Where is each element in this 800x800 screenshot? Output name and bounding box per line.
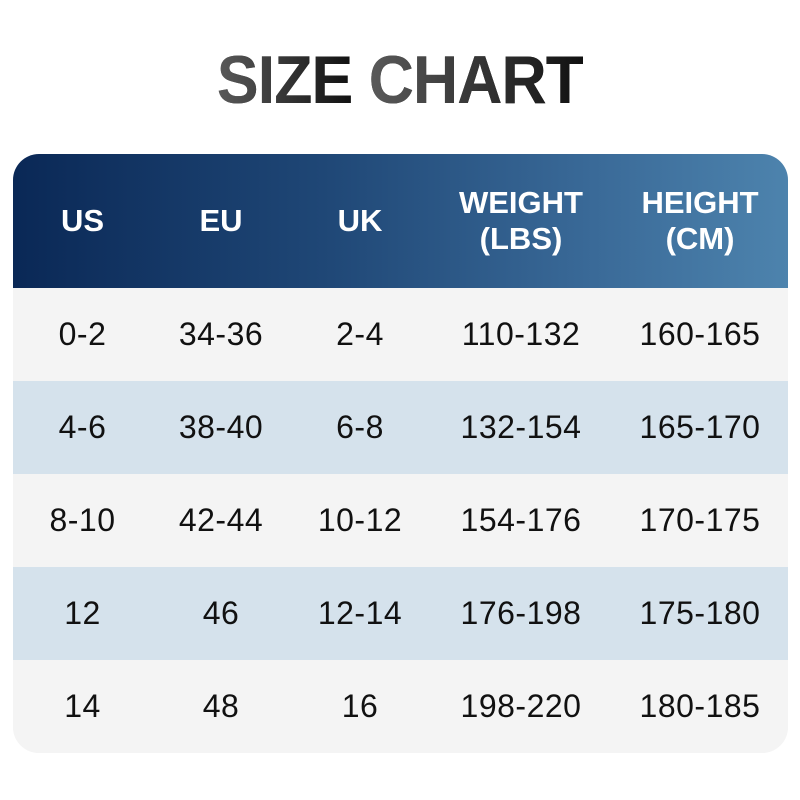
cell-weight: 176-198 (460, 595, 582, 631)
cell-us: 4-6 (58, 409, 107, 445)
cell-us: 12 (64, 595, 101, 631)
cell-us: 14 (64, 688, 101, 724)
header-height: HEIGHT (CM) (612, 154, 788, 288)
size-chart-table: US EU UK WEIGHT (LBS) HEIGHT (CM) 0-2 34-36… (13, 154, 788, 753)
header-label: US (60, 203, 105, 238)
page-title: SIZE CHART (0, 40, 800, 120)
title-size: SIZE (216, 42, 353, 118)
header-weight: WEIGHT (LBS) (430, 154, 612, 288)
cell-eu: 42-44 (178, 502, 264, 538)
header-eu: EU (152, 154, 290, 288)
title-chart: CHART (368, 42, 584, 118)
cell-weight: 198-220 (460, 688, 582, 724)
header-label: WEIGHT (459, 185, 583, 220)
cell-uk: 16 (341, 688, 379, 724)
cell-weight: 154-176 (460, 502, 582, 538)
table-row: 4-6 38-40 6-8 132-154 165-170 (13, 381, 788, 474)
cell-uk: 10-12 (317, 502, 403, 538)
header-unit: (CM) (665, 221, 735, 256)
cell-height: 165-170 (639, 409, 761, 445)
cell-eu: 34-36 (178, 316, 264, 352)
table-row: 12 46 12-14 176-198 175-180 (13, 567, 788, 660)
header-us: US (13, 154, 152, 288)
cell-us: 8-10 (49, 502, 116, 538)
table-row: 8-10 42-44 10-12 154-176 170-175 (13, 474, 788, 567)
cell-uk: 2-4 (336, 316, 384, 352)
cell-uk: 6-8 (336, 409, 384, 445)
header-unit: (LBS) (479, 221, 563, 256)
header-uk: UK (290, 154, 430, 288)
header-label: EU (199, 203, 243, 238)
cell-height: 175-180 (639, 595, 761, 631)
cell-eu: 46 (202, 595, 240, 631)
cell-eu: 48 (202, 688, 240, 724)
header-label: UK (337, 203, 383, 238)
table-row: 0-2 34-36 2-4 110-132 160-165 (13, 288, 788, 381)
table-row: 14 48 16 198-220 180-185 (13, 660, 788, 753)
cell-us: 0-2 (58, 316, 107, 352)
cell-weight: 132-154 (460, 409, 582, 445)
cell-height: 170-175 (639, 502, 761, 538)
cell-uk: 12-14 (317, 595, 403, 631)
header-label: HEIGHT (641, 185, 759, 220)
cell-eu: 38-40 (178, 409, 264, 445)
cell-height: 160-165 (639, 316, 761, 352)
cell-weight: 110-132 (461, 316, 581, 352)
cell-height: 180-185 (639, 688, 761, 724)
table-header: US EU UK WEIGHT (LBS) HEIGHT (CM) (13, 154, 788, 288)
